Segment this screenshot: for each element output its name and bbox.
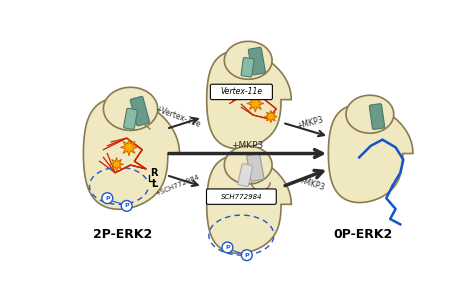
Polygon shape	[103, 87, 158, 130]
Polygon shape	[224, 146, 272, 184]
Circle shape	[222, 242, 233, 253]
Text: P: P	[225, 245, 230, 250]
Text: SCH772984: SCH772984	[220, 194, 262, 200]
Polygon shape	[328, 105, 413, 202]
Text: +SCH772984: +SCH772984	[154, 174, 200, 197]
Polygon shape	[346, 95, 394, 133]
Polygon shape	[207, 155, 291, 253]
FancyBboxPatch shape	[130, 96, 149, 126]
Text: 0P-ERK2: 0P-ERK2	[333, 228, 392, 241]
Circle shape	[102, 193, 113, 204]
FancyBboxPatch shape	[124, 108, 137, 130]
Text: L: L	[151, 179, 157, 189]
Text: +MKP3: +MKP3	[295, 115, 324, 131]
Text: P: P	[105, 196, 109, 201]
Circle shape	[121, 201, 132, 211]
Text: P: P	[245, 253, 249, 258]
Polygon shape	[207, 50, 291, 149]
Polygon shape	[109, 157, 124, 171]
Text: R: R	[150, 168, 157, 178]
FancyBboxPatch shape	[238, 164, 253, 186]
FancyBboxPatch shape	[210, 84, 273, 100]
Polygon shape	[247, 95, 264, 112]
Text: +MKP3: +MKP3	[231, 141, 264, 150]
FancyBboxPatch shape	[369, 104, 385, 130]
Circle shape	[241, 250, 252, 261]
FancyBboxPatch shape	[207, 189, 276, 204]
Polygon shape	[264, 110, 277, 123]
Text: +Vertex-11e: +Vertex-11e	[154, 105, 202, 130]
FancyBboxPatch shape	[248, 47, 265, 75]
FancyBboxPatch shape	[247, 154, 264, 181]
FancyBboxPatch shape	[241, 57, 254, 77]
Text: Vertex-11e: Vertex-11e	[220, 88, 263, 96]
Polygon shape	[120, 139, 137, 156]
Text: +MKP3: +MKP3	[297, 176, 326, 193]
Text: 2P-ERK2: 2P-ERK2	[93, 228, 153, 241]
Polygon shape	[83, 98, 180, 209]
Text: P: P	[124, 203, 129, 208]
Polygon shape	[224, 41, 272, 79]
